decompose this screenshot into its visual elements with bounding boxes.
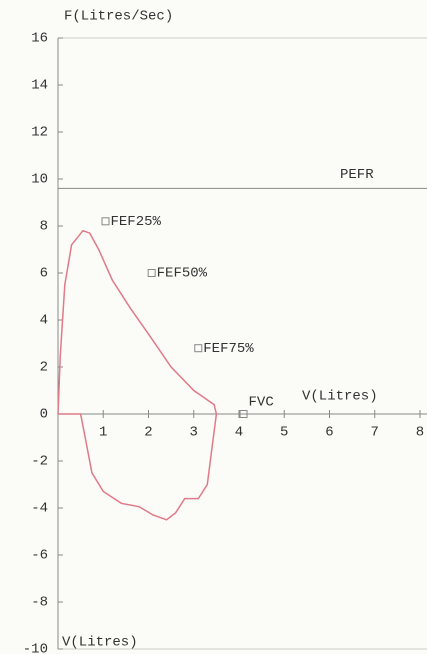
x-axis-label: V(Litres): [302, 389, 378, 405]
x-tick-label: 6: [325, 425, 333, 441]
x-tick-label: 2: [144, 425, 152, 441]
y-tick-label: -10: [23, 642, 48, 654]
x-tick-label: 5: [280, 425, 288, 441]
marker: [194, 344, 203, 353]
x-tick-label: 4: [235, 425, 243, 441]
y-tick-label: 14: [31, 78, 48, 94]
y-tick-label: 8: [40, 219, 48, 235]
y-tick-label: 0: [40, 407, 48, 423]
y-tick-label: -8: [31, 595, 48, 611]
y-axis-label: F(Litres/Sec): [64, 9, 173, 25]
flow-volume-loop: [57, 229, 218, 521]
marker: [239, 410, 248, 418]
y-tick-label: 4: [40, 313, 48, 329]
marker: [101, 217, 110, 226]
y-tick-label: 2: [40, 360, 48, 376]
y-tick-label: -4: [31, 501, 48, 517]
y-tick-label: 12: [31, 125, 48, 141]
marker-label: FEF75%: [203, 341, 254, 357]
y-tick-label: 6: [40, 266, 48, 282]
y-tick-label: -2: [31, 454, 48, 470]
y-tick-label: -6: [31, 548, 48, 564]
marker: [147, 269, 156, 277]
x-tick-label: 3: [190, 425, 198, 441]
marker-label: FEF50%: [157, 266, 208, 282]
y-tick-label: 16: [31, 31, 48, 47]
x-tick-label: 8: [416, 425, 424, 441]
x-tick-label: 1: [99, 425, 107, 441]
annotation: V(Litres): [62, 635, 138, 651]
y-tick-label: 10: [31, 172, 48, 188]
marker-label: FVC: [249, 395, 274, 411]
reference-label: PEFR: [340, 167, 374, 183]
marker-label: FEF25%: [111, 214, 162, 230]
x-tick-label: 7: [371, 425, 379, 441]
